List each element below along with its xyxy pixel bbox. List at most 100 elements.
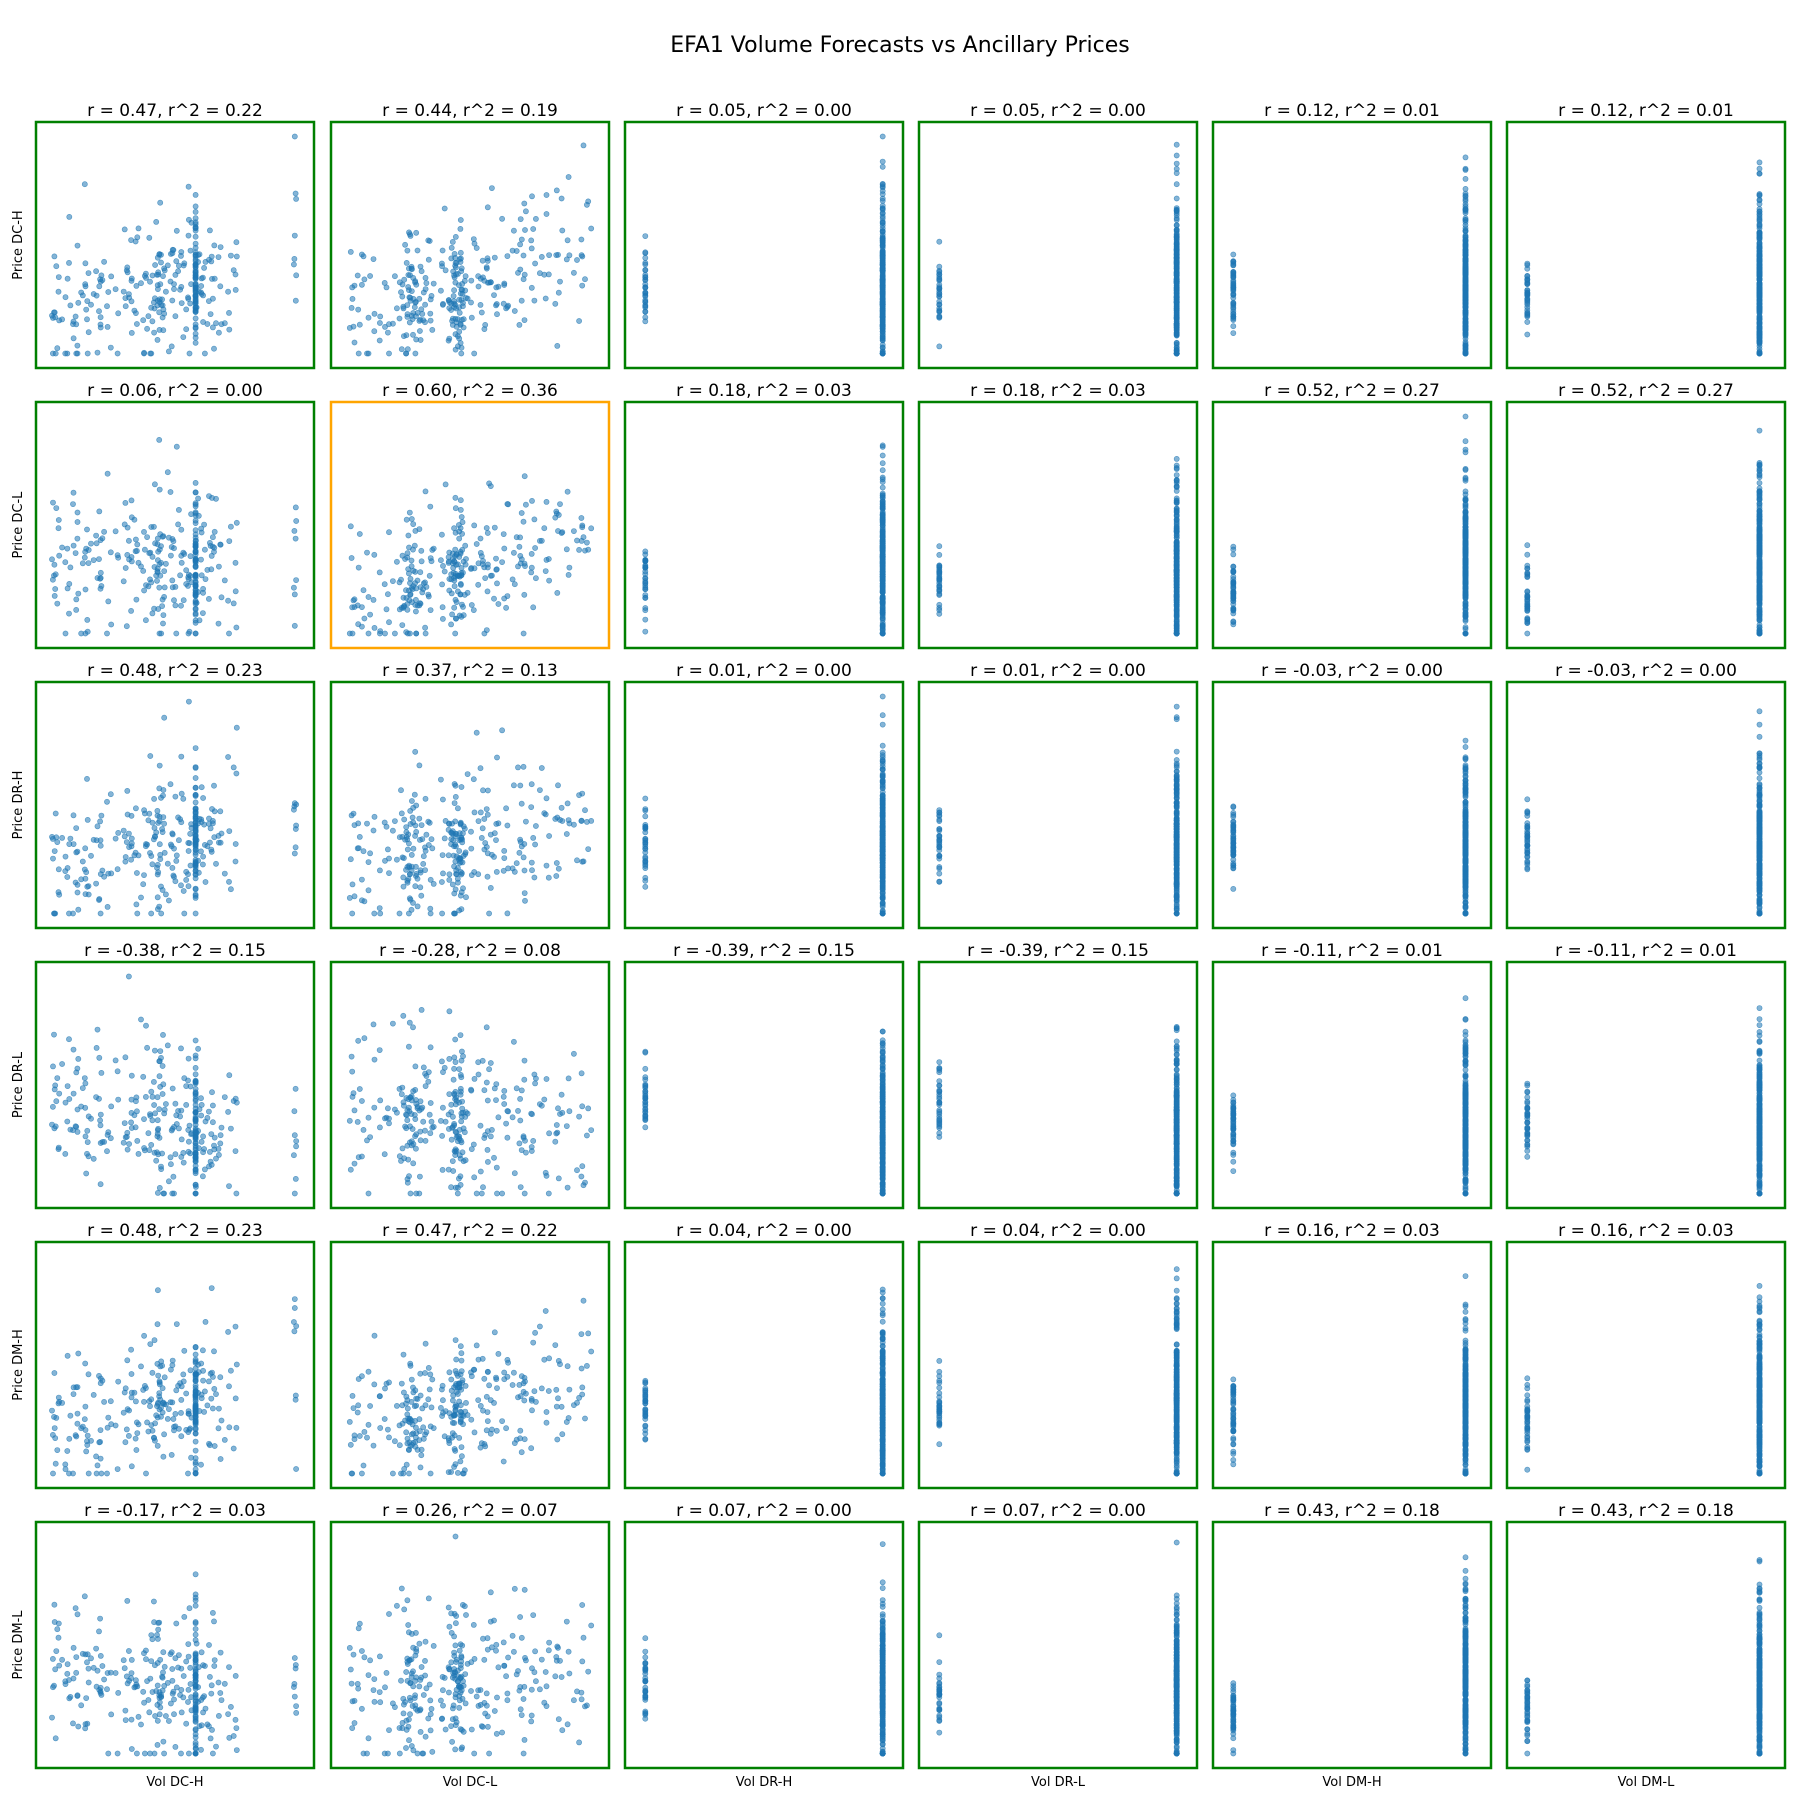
data-point [211,782,217,789]
data-point [642,859,649,866]
data-point [541,525,548,532]
data-point [62,294,69,301]
data-point [1524,331,1531,338]
data-point [936,809,943,816]
data-point [192,861,199,868]
data-point [72,313,79,320]
data-point [481,816,488,822]
panel-title: r = 0.01, r^2 = 0.00 [970,661,1146,681]
data-point [879,810,886,816]
data-point [452,858,459,865]
data-point [486,480,492,487]
data-point [365,350,372,357]
data-point [1173,152,1180,159]
data-point [291,232,298,239]
data-point [180,888,187,894]
data-point [53,505,60,511]
data-point [156,762,163,769]
data-point [522,227,528,233]
data-point [192,617,199,624]
data-point [1173,344,1180,351]
data-point [128,843,135,850]
panel-frame [917,680,1199,930]
data-point [148,524,155,530]
data-point [936,575,943,582]
data-point [124,269,131,276]
data-point [557,817,563,823]
data-point [456,296,463,303]
data-point [225,597,231,604]
data-point [157,856,164,862]
data-point [429,547,436,553]
data-point [441,568,448,575]
data-point [410,845,417,852]
data-point [1524,593,1531,600]
data-point [112,286,119,293]
data-point [383,606,390,613]
data-point [232,559,239,566]
data-point [291,133,298,140]
data-point [879,180,886,187]
data-point [192,593,199,599]
panel-frame [623,120,905,370]
data-point [440,563,446,569]
data-point [936,833,943,840]
data-point [532,545,538,551]
data-point [563,256,570,263]
data-point [1462,185,1469,192]
data-point [403,587,409,594]
data-point [138,280,144,287]
data-point [192,501,199,508]
data-point [484,204,491,211]
panel-grid: r = 0.47, r^2 = 0.22 r = 0.44, r^2 = 0.19… [11,101,1787,1790]
data-point [546,252,552,258]
data-point [1756,170,1763,177]
data-point [1524,603,1531,610]
data-point [516,321,523,328]
data-point [354,272,361,279]
data-point [158,543,164,549]
data-point [1173,879,1180,886]
data-point [488,572,495,579]
data-point [1462,222,1469,228]
data-point [376,905,383,911]
data-point [377,910,384,917]
data-point [1524,542,1531,549]
data-point [501,595,508,602]
data-point [232,271,239,278]
data-point [642,813,649,820]
data-point [437,287,444,294]
data-point [192,764,199,770]
data-point [475,283,482,290]
data-point [543,192,550,198]
data-point [217,244,224,250]
data-point [156,486,163,493]
data-point [82,845,89,852]
data-point [452,630,459,637]
data-point [232,858,239,865]
data-point [582,276,588,283]
data-point [642,575,649,582]
scatter-panel: r = 0.18, r^2 = 0.03 [623,381,905,650]
data-point [420,317,427,323]
data-point [936,281,943,288]
data-point [1230,585,1237,592]
data-point [428,558,435,565]
data-point [123,839,130,845]
data-point [62,853,69,860]
data-point [192,325,199,332]
data-point [558,530,565,536]
data-point [936,263,943,270]
data-point [140,881,147,888]
data-point [160,273,166,279]
data-point [152,262,158,268]
data-point [1462,630,1469,637]
data-point [504,253,511,259]
data-point [557,501,563,507]
data-point [146,234,153,241]
data-point [1462,237,1469,243]
data-point [879,799,886,805]
data-point [439,616,446,622]
data-point [1173,842,1180,849]
data-point [412,748,419,755]
